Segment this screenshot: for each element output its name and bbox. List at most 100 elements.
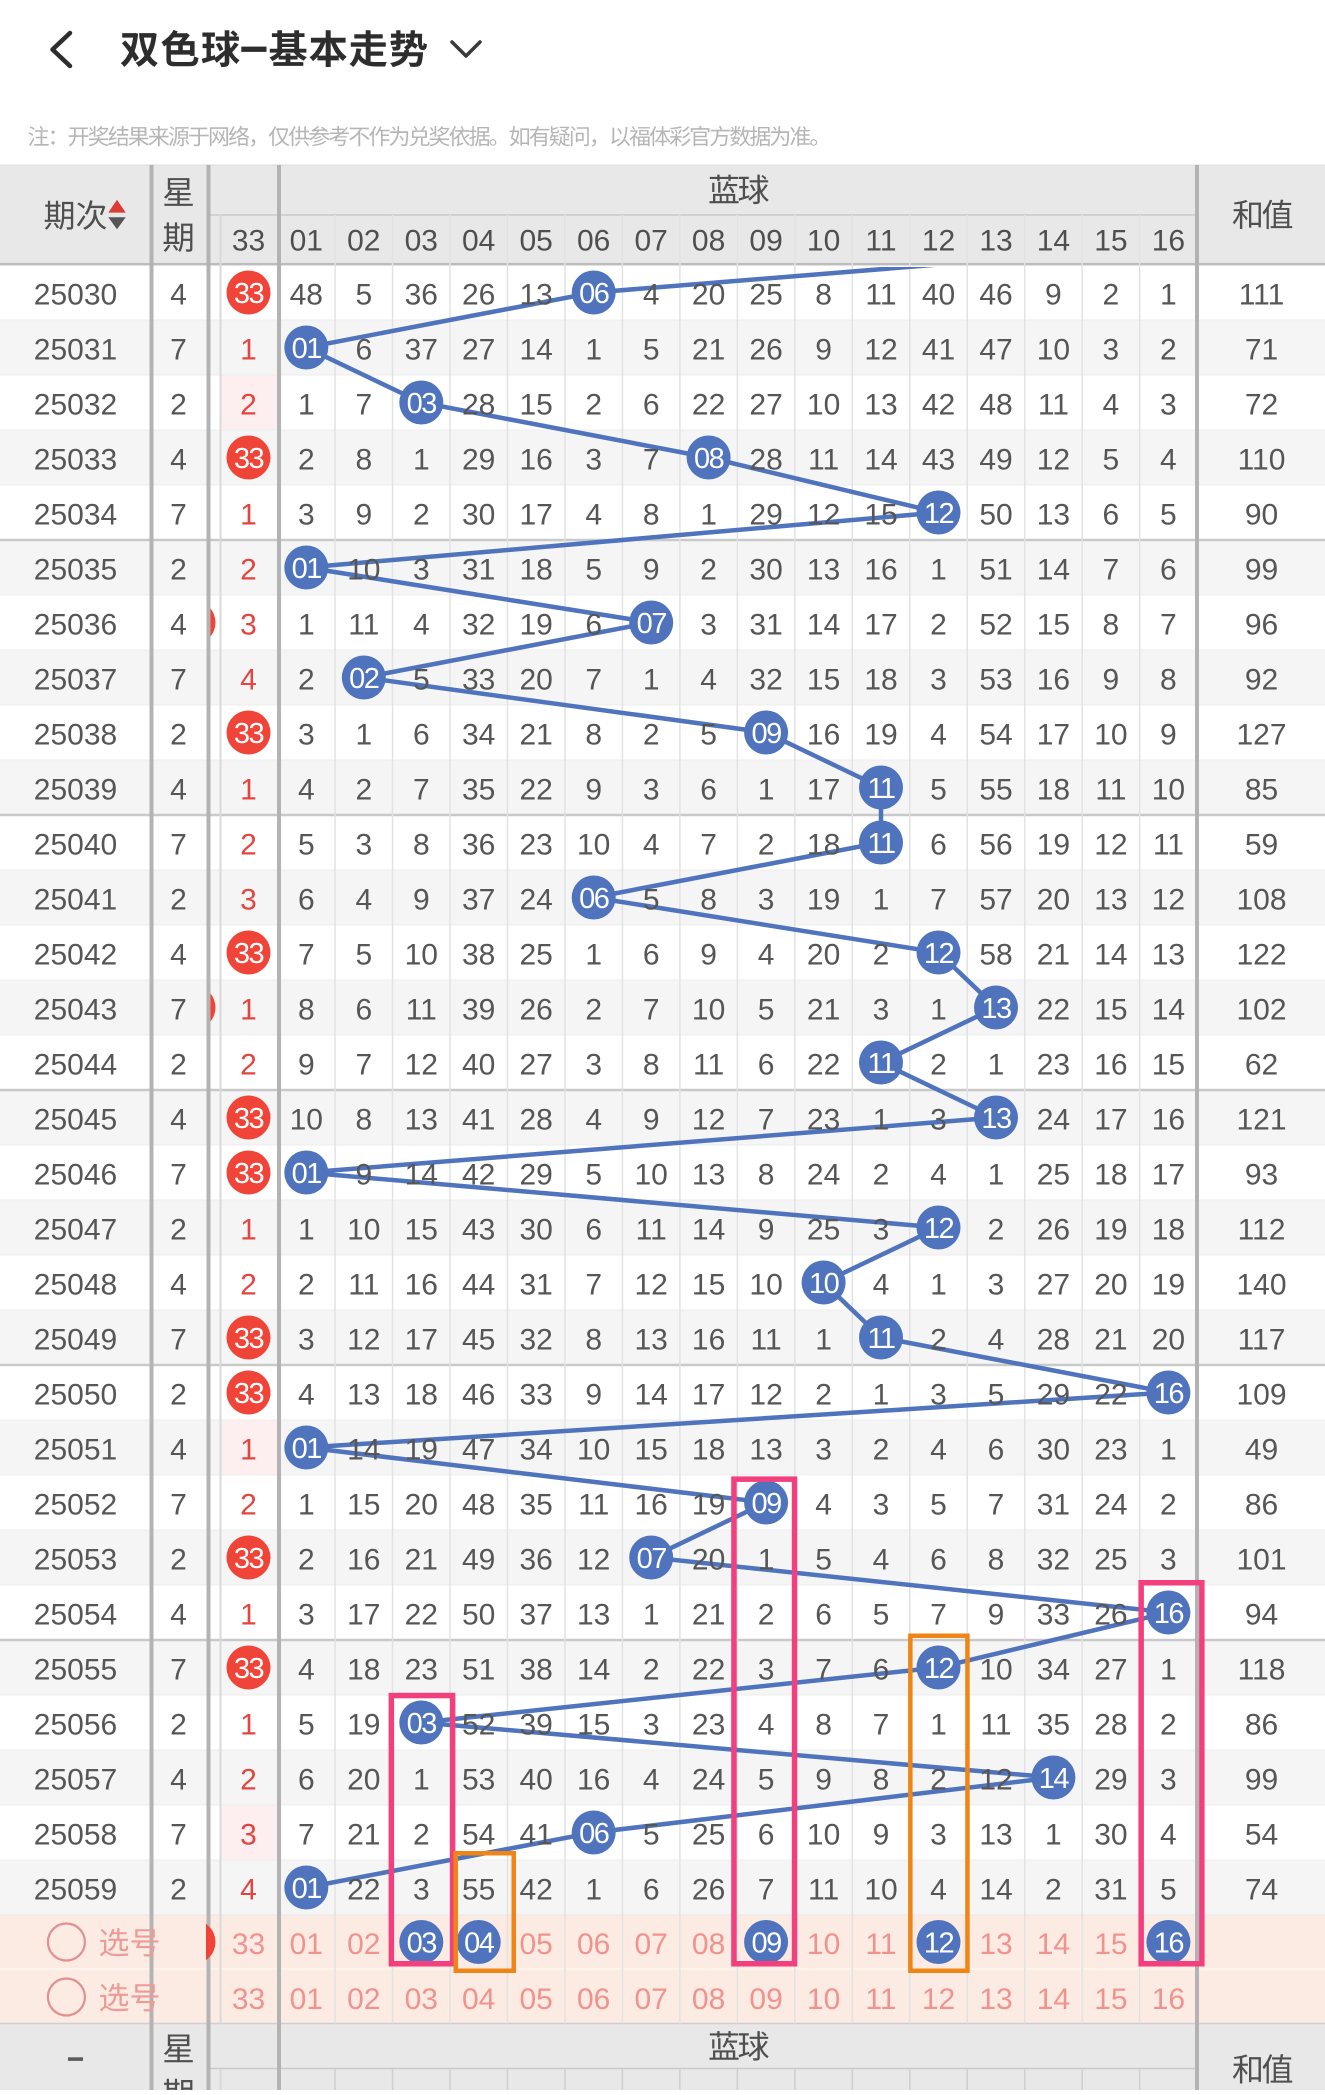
svg-text:25052: 25052 [34,1489,117,1522]
svg-text:4: 4 [170,609,187,642]
svg-text:1: 1 [240,1434,257,1467]
svg-text:4: 4 [643,279,660,312]
svg-text:3: 3 [1160,1764,1177,1797]
svg-text:7: 7 [170,499,187,532]
svg-text:16: 16 [807,719,840,752]
svg-text:51: 51 [979,554,1012,587]
svg-text:4: 4 [170,1764,187,1797]
svg-text:26: 26 [1037,1214,1070,1247]
svg-text:25053: 25053 [34,1544,117,1577]
svg-text:3: 3 [873,994,890,1027]
svg-text:8: 8 [988,1544,1005,1577]
svg-text:17: 17 [692,1379,725,1412]
svg-text:2: 2 [298,444,315,477]
svg-text:6: 6 [1160,554,1177,587]
svg-text:7: 7 [298,939,315,972]
svg-text:15: 15 [1094,994,1127,1027]
svg-text:2: 2 [240,389,257,422]
svg-text:25049: 25049 [34,1324,117,1357]
svg-text:2: 2 [873,939,890,972]
svg-text:90: 90 [1245,499,1278,532]
svg-text:10: 10 [1037,334,1070,367]
svg-text:1: 1 [873,884,890,917]
svg-text:3: 3 [585,444,602,477]
svg-text:1: 1 [1160,279,1177,312]
svg-text:25047: 25047 [34,1214,117,1247]
svg-text:93: 93 [1245,1159,1278,1192]
svg-text:11: 11 [578,1489,609,1522]
svg-text:6: 6 [988,1434,1005,1467]
svg-text:08: 08 [694,443,724,475]
svg-text:14: 14 [635,1379,668,1412]
svg-text:122: 122 [1236,939,1286,972]
svg-text:16: 16 [347,1544,380,1577]
svg-text:03: 03 [405,1983,438,2016]
svg-text:26: 26 [749,334,782,367]
svg-text:7: 7 [170,994,187,1027]
svg-text:3: 3 [298,719,315,752]
svg-text:2: 2 [240,1489,257,1522]
svg-text:1: 1 [240,774,257,807]
svg-text:25030: 25030 [34,279,117,312]
svg-text:25038: 25038 [34,719,117,752]
svg-text:07: 07 [635,1983,668,2016]
svg-text:27: 27 [1037,1269,1070,1302]
svg-text:5: 5 [1160,1874,1177,1907]
svg-text:9: 9 [355,499,372,532]
svg-text:05: 05 [520,1928,553,1961]
svg-text:11: 11 [867,828,894,860]
svg-text:86: 86 [1245,1489,1278,1522]
svg-text:2: 2 [930,609,947,642]
svg-text:21: 21 [520,719,553,752]
svg-text:35: 35 [462,774,495,807]
svg-text:12: 12 [924,1928,954,1960]
svg-text:4: 4 [298,774,315,807]
svg-text:38: 38 [462,939,495,972]
svg-text:6: 6 [930,829,947,862]
svg-text:33: 33 [234,718,264,750]
svg-text:3: 3 [815,1434,832,1467]
svg-text:32: 32 [749,664,782,697]
svg-text:13: 13 [347,1379,380,1412]
svg-text:3: 3 [930,1379,947,1412]
svg-text:25: 25 [749,279,782,312]
svg-text:57: 57 [979,884,1012,917]
svg-text:62: 62 [1245,1049,1278,1082]
svg-text:14: 14 [1039,1763,1070,1795]
svg-text:15: 15 [1152,1049,1185,1082]
svg-text:10: 10 [635,1159,668,1192]
svg-text:8: 8 [413,829,430,862]
svg-text:37: 37 [520,1599,553,1632]
svg-text:33: 33 [520,1379,553,1412]
svg-text:10: 10 [807,1819,840,1852]
svg-text:10: 10 [807,1928,840,1961]
svg-text:2: 2 [170,1214,187,1247]
svg-text:48: 48 [462,1489,495,1522]
svg-text:12: 12 [1152,884,1185,917]
svg-text:19: 19 [347,1709,380,1742]
svg-text:06: 06 [577,1983,610,2016]
svg-text:11: 11 [867,773,894,805]
svg-text:40: 40 [462,1049,495,1082]
svg-text:18: 18 [807,829,840,862]
svg-text:1: 1 [758,774,775,807]
svg-text:5: 5 [413,664,430,697]
svg-text:9: 9 [988,1599,1005,1632]
svg-text:14: 14 [405,1159,438,1192]
svg-text:23: 23 [520,829,553,862]
svg-text:1: 1 [758,1544,775,1577]
svg-text:7: 7 [355,1049,372,1082]
svg-text:32: 32 [462,609,495,642]
svg-text:23: 23 [692,1709,725,1742]
svg-text:4: 4 [298,1379,315,1412]
svg-text:25: 25 [520,939,553,972]
svg-text:1: 1 [298,1489,315,1522]
svg-text:33: 33 [234,278,264,310]
svg-text:101: 101 [1236,1544,1286,1577]
svg-text:46: 46 [462,1379,495,1412]
svg-text:25037: 25037 [34,664,117,697]
svg-text:11: 11 [636,1214,667,1247]
svg-text:31: 31 [1037,1489,1070,1522]
svg-text:4: 4 [298,1654,315,1687]
svg-text:27: 27 [462,334,495,367]
